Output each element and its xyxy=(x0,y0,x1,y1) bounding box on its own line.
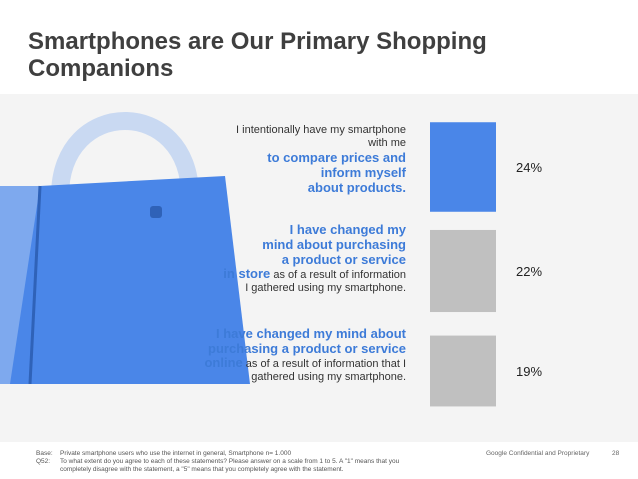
bar-chart: 24% 22% 19% xyxy=(430,122,542,407)
statement-1-line-2: with me xyxy=(368,137,406,149)
statement-3-highlight-1: I have changed my mind about xyxy=(216,326,406,341)
statement-3-rest-1: as of a result of information that I xyxy=(242,358,406,370)
footnote-question-text-2: completely disagree with the statement, … xyxy=(60,466,344,473)
statement-3: I have changed my mind about purchasing … xyxy=(176,326,406,384)
statement-2-rest-1: as of a result of information xyxy=(270,269,406,281)
bar-1 xyxy=(430,122,496,212)
page-title: Smartphones are Our Primary Shopping Com… xyxy=(28,28,487,82)
statement-1-highlight-3: about products. xyxy=(307,180,406,195)
statement-1-line-1: I intentionally have my smartphone xyxy=(236,124,406,136)
statement-1-highlight-2: inform myself xyxy=(320,165,406,180)
footnote-question-text-1: To what extent do you agree to each of t… xyxy=(60,458,400,465)
bar-2 xyxy=(430,229,496,313)
statement-3-highlight-2: purchasing a product or service xyxy=(208,341,406,356)
statement-2-highlight-2: mind about purchasing xyxy=(262,237,406,252)
footnote: Base: Private smartphone users who use t… xyxy=(36,450,466,474)
statement-2-rest-2: I gathered using my smartphone. xyxy=(245,282,406,294)
footnote-base-label: Base: xyxy=(36,450,53,457)
statement-1-highlight-1: to compare prices and xyxy=(267,150,406,165)
statement-3-rest-2: gathered using my smartphone. xyxy=(251,371,406,383)
confidential-note: Google Confidential and Proprietary xyxy=(486,450,590,457)
statement-2-highlight-3: a product or service xyxy=(281,252,406,267)
statement-3-highlight-3: online xyxy=(204,355,243,370)
bar-label-1: 24% xyxy=(516,160,542,175)
bar-label-3: 19% xyxy=(516,364,542,379)
footnote-base-text: Private smartphone users who use the int… xyxy=(60,450,292,457)
statement-2-highlight-1: I have changed my xyxy=(289,222,406,237)
statement-2-line-4: in store as of a result of information xyxy=(196,267,406,282)
page-number: 28 xyxy=(612,450,620,457)
shopping-bag-icon xyxy=(0,112,250,384)
statement-1: I intentionally have my smartphone with … xyxy=(206,124,406,195)
statement-2-highlight-4: in store xyxy=(223,266,271,281)
bar-label-2: 22% xyxy=(516,264,542,279)
bar-3 xyxy=(430,335,496,407)
statement-2: I have changed my mind about purchasing … xyxy=(196,222,406,295)
footnote-question-label: Q52: xyxy=(36,458,51,465)
statement-3-line-3: online as of a result of information tha… xyxy=(176,356,406,371)
